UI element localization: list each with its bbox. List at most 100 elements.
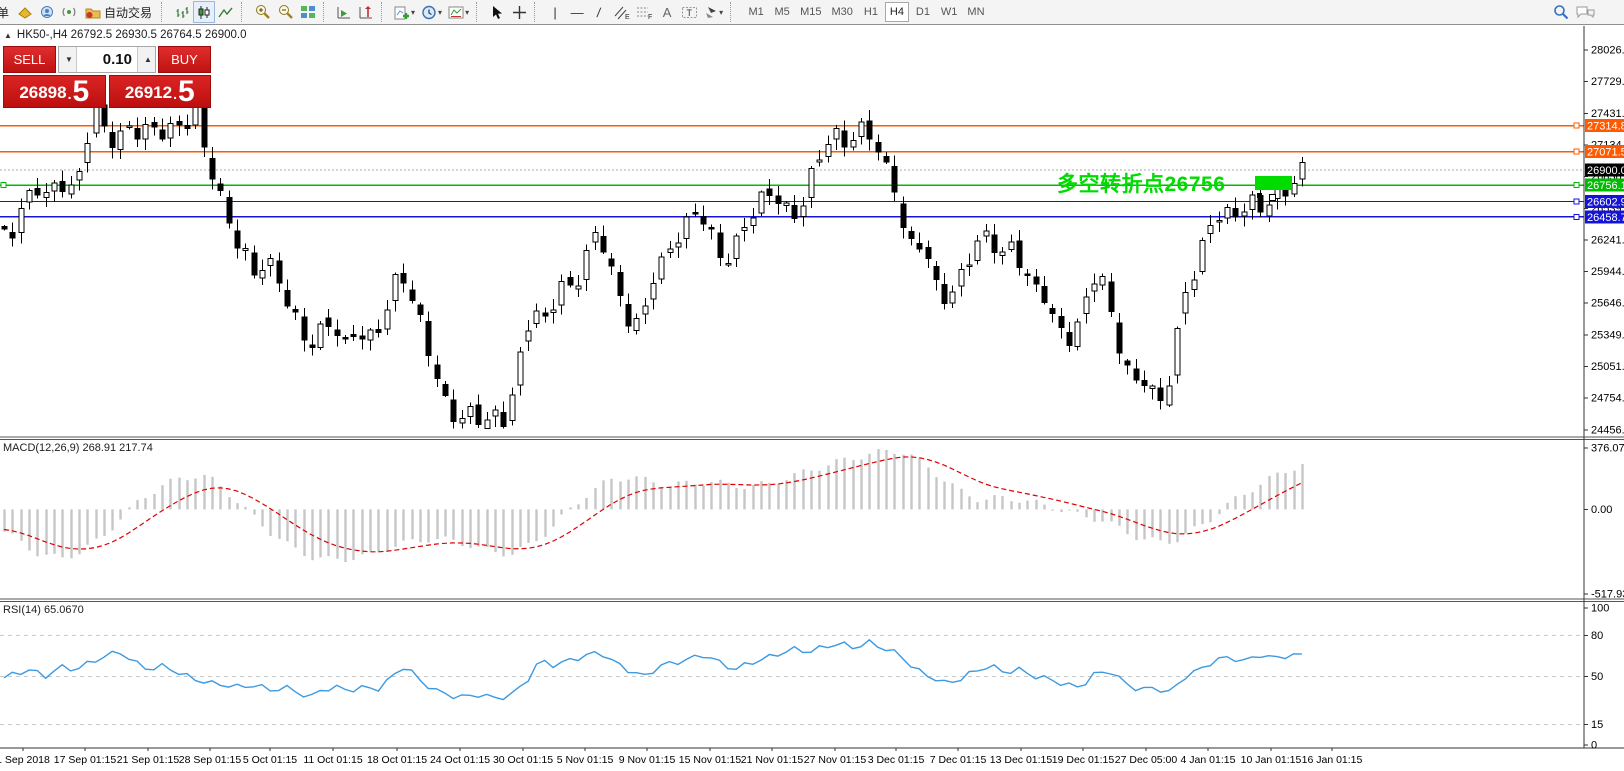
trendline-button[interactable]: / <box>588 1 610 23</box>
candle-body <box>525 330 532 342</box>
new-order-button[interactable]: 单 <box>0 1 14 23</box>
level-price-badge <box>1585 119 1624 133</box>
buy-price[interactable]: 26912. 5 <box>108 75 211 108</box>
line-handle[interactable] <box>1573 148 1580 155</box>
dropdown-arrow-icon[interactable]: ▾ <box>411 7 416 17</box>
volume-increase-button[interactable]: ▲ <box>137 47 155 72</box>
time-tick-label: 21 Sep 01:15 <box>117 754 180 766</box>
candle-body <box>276 260 283 284</box>
candle-body <box>1091 283 1098 292</box>
buy-button[interactable]: BUY <box>158 46 211 73</box>
candle-body <box>134 128 141 140</box>
zoom-in-button[interactable] <box>251 1 274 23</box>
time-tick-label: 11 Oct 01:15 <box>303 754 363 766</box>
candle-body <box>1124 360 1131 366</box>
timeframe-mn-button[interactable]: MN <box>963 2 988 22</box>
volume-decrease-button[interactable]: ▼ <box>59 47 77 72</box>
toolbar-separator <box>476 2 483 22</box>
pivot-annotation-text[interactable]: 多空转折点26756 <box>1057 173 1226 196</box>
fibonacci-button[interactable]: F <box>633 1 656 23</box>
zoom-out-button[interactable] <box>274 1 297 23</box>
auto-scroll-button[interactable] <box>333 1 355 23</box>
line-handle[interactable] <box>0 182 7 189</box>
timeframe-h1-button[interactable]: H1 <box>859 2 883 22</box>
bar-chart-button[interactable] <box>171 1 193 23</box>
price-tick-label: 24754.0 <box>1591 393 1624 405</box>
search-button[interactable] <box>1550 1 1572 23</box>
text-button[interactable]: A <box>656 1 678 23</box>
timeframe-m5-button[interactable]: M5 <box>770 2 794 22</box>
autotrading-label: 自动交易 <box>104 5 153 20</box>
volume-input[interactable] <box>77 47 137 72</box>
candle-body <box>159 129 166 140</box>
zoom-out-icon <box>279 5 293 19</box>
toolbar-separator <box>730 2 737 22</box>
timeframe-h4-button[interactable]: H4 <box>884 2 909 22</box>
rsi-tick-label: 50 <box>1591 671 1603 683</box>
candle-body <box>1191 279 1198 290</box>
indicators-button[interactable]: ▾ <box>391 1 418 23</box>
timeframe-m1-button[interactable]: M1 <box>744 2 768 22</box>
rsi-tick-label: 100 <box>1591 603 1609 615</box>
signals-button[interactable] <box>58 1 80 23</box>
tile-windows-button[interactable] <box>297 1 319 23</box>
line-handle[interactable] <box>1573 122 1580 129</box>
level-price-label: 27314.8 <box>1587 121 1624 133</box>
toolbar-separator <box>381 2 388 22</box>
periods-button[interactable]: ▾ <box>418 1 445 23</box>
timeframe-d1-button[interactable]: D1 <box>911 2 935 22</box>
line-chart-button[interactable] <box>215 1 237 23</box>
candle-body <box>775 195 782 204</box>
timeframe-m30-button[interactable]: M30 <box>828 2 857 22</box>
sell-button[interactable]: SELL <box>3 46 56 73</box>
buy-price-dot: . <box>173 86 177 102</box>
crosshair-button[interactable] <box>508 1 530 23</box>
candle-body <box>891 166 898 193</box>
chat-button[interactable] <box>1572 1 1598 23</box>
text-label-button[interactable]: T <box>678 1 701 23</box>
arrows-button[interactable]: ▾ <box>701 1 726 23</box>
timeframe-m15-button[interactable]: M15 <box>796 2 825 22</box>
candle-body <box>1291 183 1298 195</box>
rect-anchor-handle[interactable] <box>1257 193 1262 198</box>
line-handle[interactable] <box>1573 182 1580 189</box>
candle-body <box>450 399 457 422</box>
community-button[interactable] <box>36 1 58 23</box>
candle-body <box>608 258 615 267</box>
candle-body <box>1241 211 1248 217</box>
vertical-line-button[interactable]: | <box>544 1 566 23</box>
candle-body <box>242 248 249 251</box>
candlestick-chart-button[interactable] <box>193 1 216 23</box>
templates-button[interactable]: ▾ <box>445 1 472 23</box>
timeframe-w1-button[interactable]: W1 <box>937 2 962 22</box>
line-handle[interactable] <box>1573 213 1580 220</box>
dropdown-arrow-icon[interactable]: ▾ <box>438 7 443 17</box>
template-icon <box>448 6 464 18</box>
candle-body <box>750 217 757 227</box>
time-tick-label: 3 Dec 01:15 <box>868 754 925 766</box>
autotrading-button[interactable]: 自动交易 <box>80 1 157 23</box>
equidistant-channel-button[interactable]: E <box>610 1 633 23</box>
candle-body <box>359 335 366 340</box>
cursor-button[interactable] <box>486 1 508 23</box>
candle-body <box>292 309 299 313</box>
chart-shift-button[interactable] <box>355 1 377 23</box>
candle-body <box>692 211 699 215</box>
candle-body <box>725 263 732 266</box>
collapse-icon[interactable]: ▲ <box>4 30 12 40</box>
candle-body <box>941 283 948 304</box>
candle-body <box>1074 321 1081 347</box>
candle-body <box>59 180 66 192</box>
line-handle[interactable] <box>1573 198 1580 205</box>
svg-text:T: T <box>687 8 693 18</box>
horizontal-line-button[interactable]: — <box>566 1 588 23</box>
metaeditor-button[interactable] <box>14 1 36 23</box>
level-price-badge <box>1585 210 1624 224</box>
dropdown-arrow-icon[interactable]: ▾ <box>719 7 724 17</box>
candle-body <box>1157 387 1164 402</box>
highlight-rectangle[interactable] <box>1255 176 1292 190</box>
rect-anchor-handle[interactable] <box>1269 194 1276 201</box>
sell-price[interactable]: 26898. 5 <box>3 75 106 108</box>
dropdown-arrow-icon[interactable]: ▾ <box>465 7 470 17</box>
